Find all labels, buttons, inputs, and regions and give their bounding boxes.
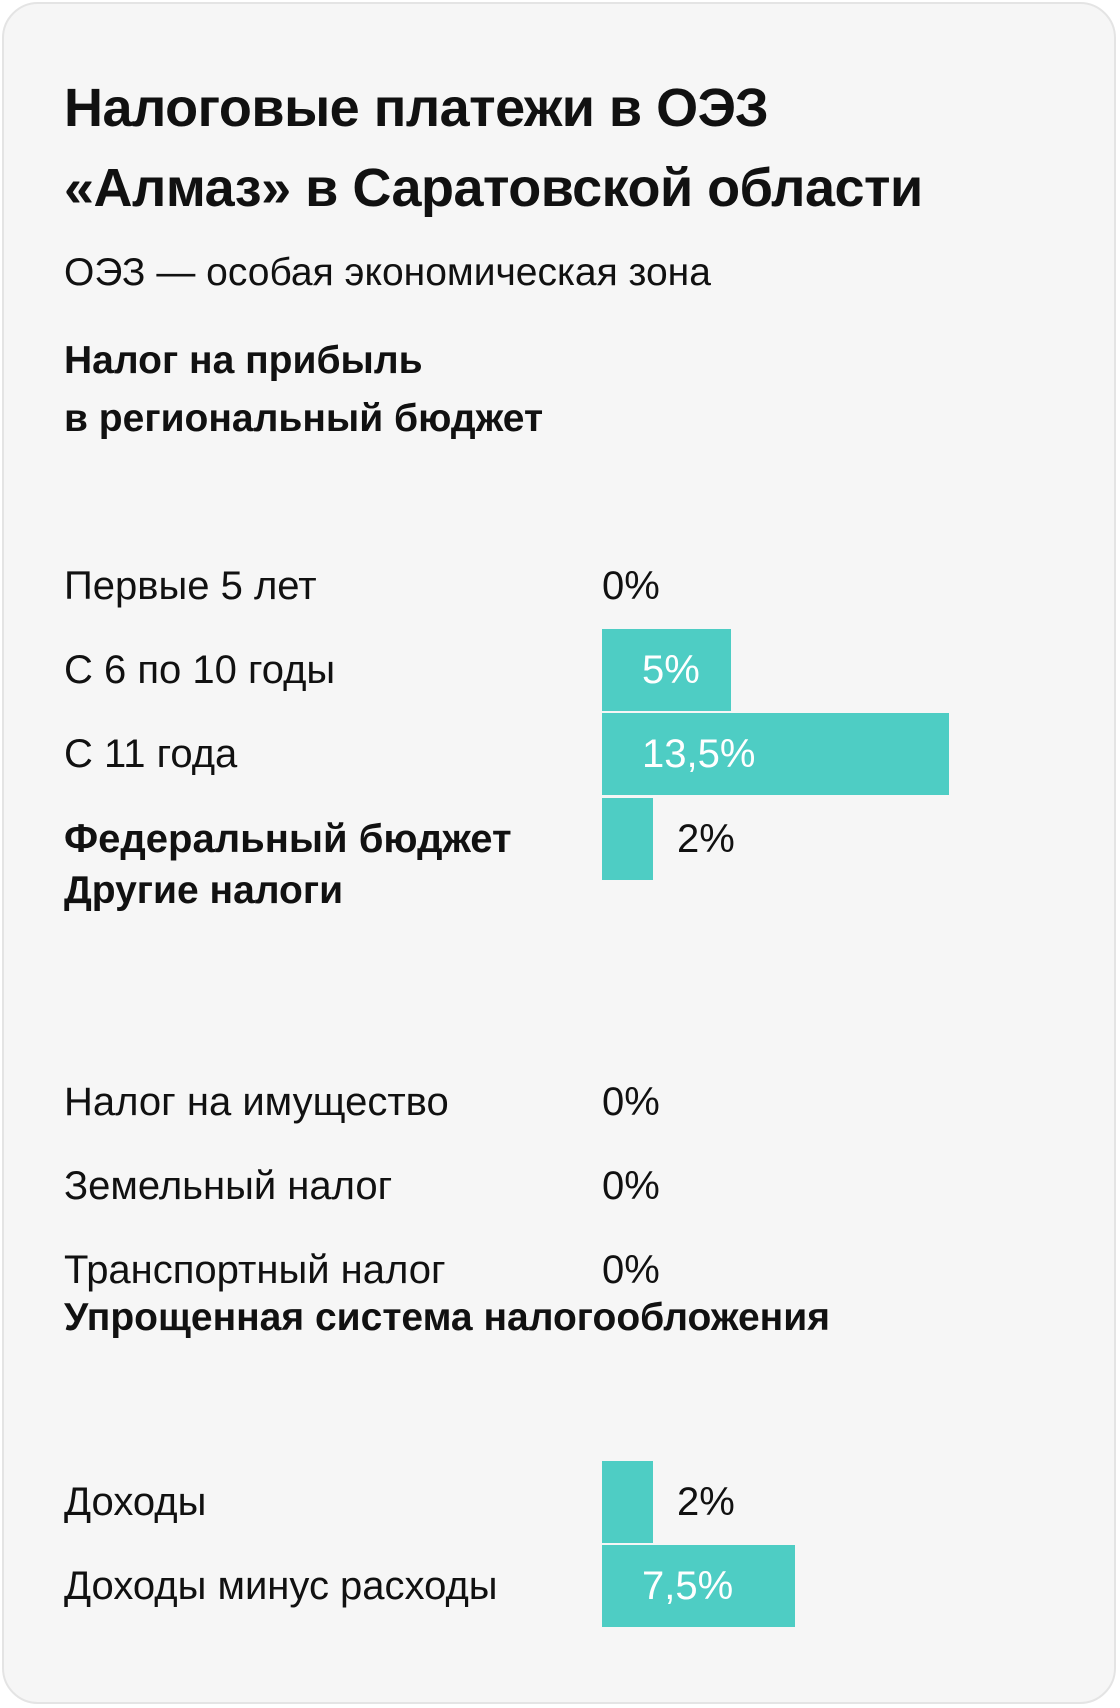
row-label: Доходы (64, 1480, 207, 1524)
bar (602, 1545, 795, 1627)
bar (602, 629, 731, 711)
value-label: 7,5% (642, 1564, 734, 1608)
value-label: 0% (602, 564, 660, 608)
chart-title-line-2: «Алмаз» в Саратовской области (64, 158, 923, 218)
bar (602, 1461, 653, 1543)
chart-title: Налоговые платежи в ОЭЗ «Алмаз» в Сарато… (64, 68, 1064, 228)
row-label: Первые 5 лет (64, 564, 317, 608)
bar (602, 798, 653, 880)
section-title-other-taxes: Другие налоги (64, 869, 344, 912)
row-label: Транспортный налог (64, 1248, 446, 1292)
row-label: С 6 по 10 годы (64, 648, 336, 692)
row-label: Земельный налог (64, 1164, 393, 1208)
value-label: 0% (602, 1164, 660, 1208)
section-title-profit-tax: Налог на прибыль в региональный бюджет (64, 332, 543, 448)
row-label: Доходы минус расходы (64, 1564, 498, 1608)
row-label: Федеральный бюджет (64, 817, 512, 861)
value-label: 0% (602, 1248, 660, 1292)
section-title-profit-tax-line-2: в региональный бюджет (64, 397, 544, 440)
section-title-profit-tax-line-1: Налог на прибыль (64, 339, 423, 382)
value-label: 2% (677, 817, 735, 861)
section-title-simplified: Упрощенная система налогообложения (64, 1296, 830, 1339)
value-label: 2% (677, 1480, 735, 1524)
chart-title-line-1: Налоговые платежи в ОЭЗ (64, 78, 769, 138)
row-label: Налог на имущество (64, 1080, 449, 1124)
row-label: С 11 года (64, 732, 238, 776)
value-label: 5% (642, 648, 700, 692)
value-label: 0% (602, 1080, 660, 1124)
chart-subtitle: ОЭЗ — особая экономическая зона (64, 251, 711, 294)
bar (602, 713, 949, 795)
value-label: 13,5% (642, 732, 756, 776)
